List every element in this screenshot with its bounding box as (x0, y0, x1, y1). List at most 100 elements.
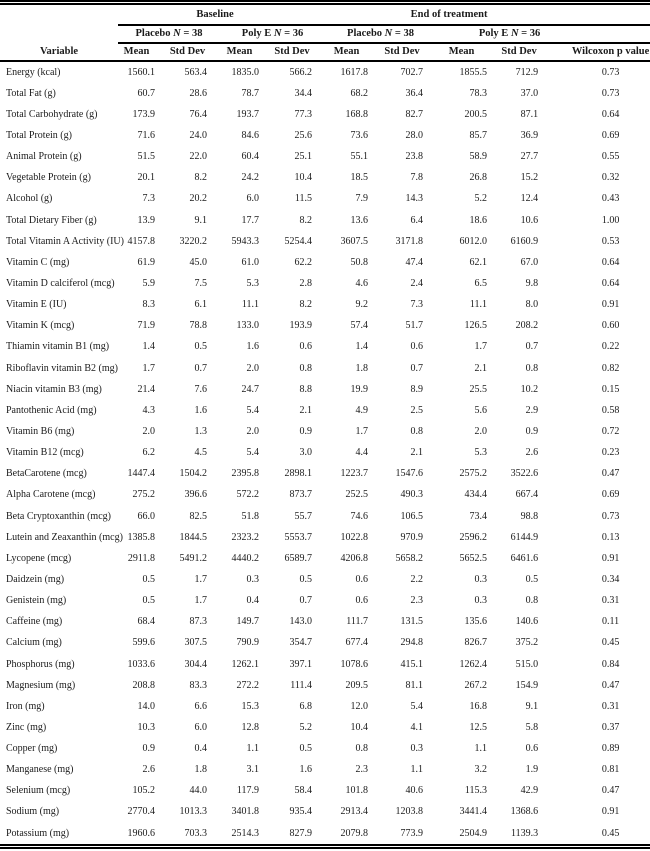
value-cell: 970.9 (400, 531, 424, 543)
table-row: Daidzein (mg) 0.5 1.7 0.3 0.5 0.6 2.2 0.3 0.5 0.3… (0, 569, 650, 590)
value-cell: 252.5 (345, 489, 369, 501)
value-cell: 17.7 (241, 214, 260, 226)
value-cell: 6.2 (142, 447, 156, 459)
variable-cell: Beta Cryptoxanthin (mcg) (6, 510, 111, 522)
value-cell: 143.0 (289, 616, 313, 628)
value-cell: 140.6 (515, 616, 539, 628)
value-cell: 24.2 (241, 172, 260, 184)
value-cell: 6.0 (246, 193, 260, 205)
value-cell: 1.4 (142, 341, 156, 353)
value-cell: 51.7 (405, 320, 424, 332)
value-cell: 3441.4 (459, 806, 488, 818)
table-row: Vitamin K (mcg) 71.9 78.8 133.0 193.9 57.4 51.… (0, 315, 650, 336)
variable-cell: Manganese (mg) (6, 764, 74, 776)
value-cell: 7.6 (194, 383, 208, 395)
value-cell: 1262.1 (231, 658, 260, 670)
value-cell: 0.3 (474, 595, 488, 607)
value-cell: 703.3 (184, 827, 208, 839)
value-cell: 28.6 (189, 87, 208, 99)
value-cell: 208.8 (132, 679, 156, 691)
value-cell: 11.5 (294, 193, 313, 205)
value-cell: 1447.4 (127, 468, 156, 480)
value-cell: 415.1 (400, 658, 424, 670)
value-cell: 6.4 (410, 214, 424, 226)
value-cell: 0.4 (194, 743, 208, 755)
table-row: Total Dietary Fiber (g) 13.9 9.1 17.7 8.2 13.… (0, 209, 650, 230)
value-cell: 126.5 (464, 320, 488, 332)
table-row: Iron (mg) 14.0 6.6 15.3 6.8 12.0 5.4 16.8 9.1 0.3… (0, 696, 650, 717)
value-cell: 34.4 (294, 87, 313, 99)
value-cell: 5.4 (410, 700, 424, 712)
value-cell: 935.4 (289, 806, 313, 818)
value-cell: 434.4 (464, 489, 488, 501)
value-cell: 1617.8 (340, 66, 369, 78)
pvalue-cell: 0.43 (601, 193, 620, 205)
variable-cell: Magnesium (mg) (6, 679, 76, 691)
value-cell: 2.0 (142, 425, 156, 437)
value-cell: 5.6 (474, 404, 488, 416)
stat-header-row: Mean Std Dev Mean Std Dev Mean Std Dev M… (0, 42, 650, 62)
value-cell: 68.4 (137, 616, 156, 628)
variable-cell: Potassium (mg) (6, 827, 70, 839)
pvalue-cell: 0.11 (602, 616, 620, 628)
value-cell: 4.1 (410, 721, 424, 733)
value-cell: 773.9 (400, 827, 424, 839)
value-cell: 6.6 (194, 700, 208, 712)
value-cell: 2.8 (299, 277, 313, 289)
variable-cell: Vitamin B12 (mcg) (6, 447, 84, 459)
value-cell: 6.8 (299, 700, 313, 712)
table-row: Phosphorus (mg) 1033.6 304.4 1262.1 397.1 107… (0, 653, 650, 674)
variable-cell: Riboflavin vitamin B2 (mg) (6, 362, 118, 374)
variable-cell: Lycopene (mcg) (6, 552, 72, 564)
table-row: Caffeine (mg) 68.4 87.3 149.7 143.0 111.7 131.… (0, 611, 650, 632)
value-cell: 5.3 (246, 277, 260, 289)
value-cell: 193.9 (289, 320, 313, 332)
table-row: Thiamin vitamin B1 (mg) 1.4 0.5 1.6 0.6 1.4 0.… (0, 336, 650, 357)
value-cell: 25.6 (294, 129, 313, 141)
value-cell: 2.6 (525, 447, 539, 459)
value-cell: 0.7 (194, 362, 208, 374)
value-cell: 0.8 (525, 595, 539, 607)
value-cell: 14.0 (137, 700, 156, 712)
value-cell: 0.3 (246, 573, 260, 585)
pvalue-cell: 0.31 (601, 595, 620, 607)
value-cell: 111.7 (346, 616, 369, 628)
value-cell: 1022.8 (340, 531, 369, 543)
value-cell: 1.7 (355, 425, 369, 437)
variable-cell: Selenium (mcg) (6, 785, 71, 797)
value-cell: 5.4 (246, 404, 260, 416)
value-cell: 10.2 (520, 383, 539, 395)
pvalue-cell: 0.37 (601, 721, 620, 733)
value-cell: 0.7 (410, 362, 424, 374)
value-cell: 8.2 (299, 214, 313, 226)
value-cell: 7.3 (142, 193, 156, 205)
value-cell: 13.6 (350, 214, 369, 226)
n-count: = 38 (392, 28, 414, 39)
value-cell: 0.5 (194, 341, 208, 353)
value-cell: 20.2 (189, 193, 208, 205)
variable-cell: Total Protein (g) (6, 129, 72, 141)
n-count: = 36 (518, 28, 541, 39)
value-cell: 1835.0 (231, 66, 260, 78)
pvalue-cell: 0.47 (601, 679, 620, 691)
table-row: Energy (kcal) 1560.1 563.4 1835.0 566.2 1617.… (0, 61, 650, 83)
value-cell: 2770.4 (127, 806, 156, 818)
value-cell: 51.8 (241, 510, 260, 522)
value-cell: 1203.8 (395, 806, 424, 818)
value-cell: 37.0 (520, 87, 539, 99)
pvalue-cell: 0.72 (601, 425, 620, 437)
pvalue-cell: 0.47 (601, 785, 620, 797)
value-cell: 3171.8 (395, 235, 424, 247)
pvalue-cell: 0.47 (601, 468, 620, 480)
value-cell: 2.1 (474, 362, 488, 374)
pvalue-cell: 0.81 (601, 764, 620, 776)
value-cell: 8.2 (299, 299, 313, 311)
value-cell: 23.8 (405, 151, 424, 163)
value-cell: 0.8 (525, 362, 539, 374)
value-cell: 58.4 (294, 785, 313, 797)
value-cell: 98.8 (520, 510, 539, 522)
pvalue-cell: 0.69 (601, 129, 620, 141)
value-cell: 677.4 (345, 637, 369, 649)
value-cell: 19.9 (350, 383, 369, 395)
table-row: Potassium (mg) 1960.6 703.3 2514.3 827.9 2079… (0, 823, 650, 847)
